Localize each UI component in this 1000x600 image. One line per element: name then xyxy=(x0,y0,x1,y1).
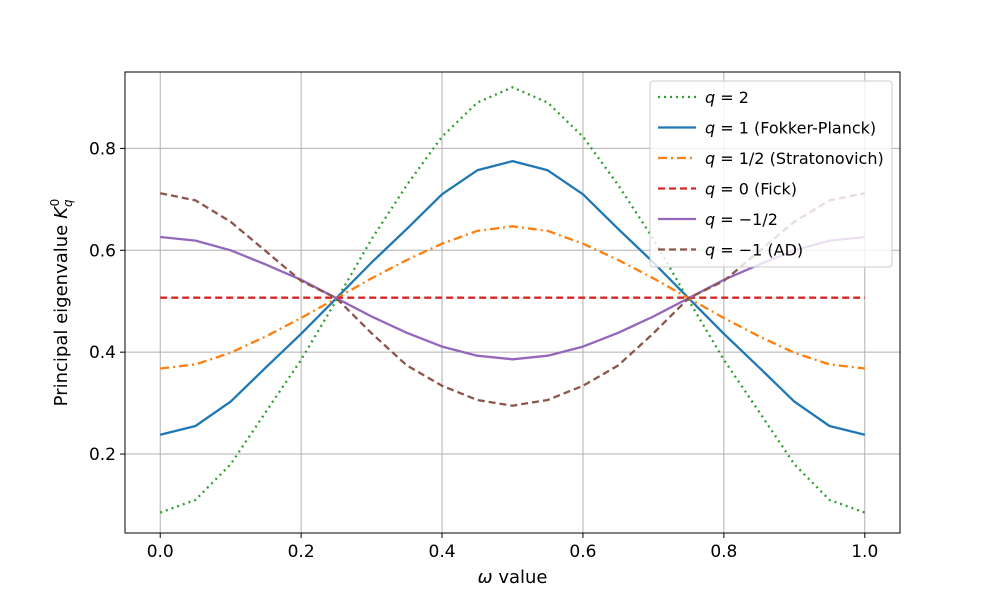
ticks: 0.0 0.2 0.4 0.6 0.8 1.0 0.2 0.4 0.6 0.8 xyxy=(89,139,878,562)
legend-label-1: q = 2 xyxy=(705,88,749,107)
x-axis-label-text: value xyxy=(493,567,548,588)
legend-box xyxy=(649,80,893,268)
y-axis-label: Principal eigenvalue Kq0 xyxy=(48,199,75,407)
y-tick-label: 0.4 xyxy=(89,343,116,363)
axes-frame xyxy=(124,71,901,534)
x-tick-label: 0.8 xyxy=(710,542,737,562)
legend-label-2: q = 1 (Fokker-Planck) xyxy=(705,119,876,138)
series-line-5 xyxy=(160,235,865,361)
series-line-1 xyxy=(159,86,866,514)
legend-label-3: q = 1/2 (Stratonovich) xyxy=(705,149,884,168)
x-tick-label: 0.0 xyxy=(147,542,174,562)
x-axis-label: ω value xyxy=(478,567,548,588)
series-layer xyxy=(159,86,866,514)
x-tick-label: 0.2 xyxy=(288,542,315,562)
y-axis-label-superscript: 0 xyxy=(48,199,62,207)
x-tick-label: 0.6 xyxy=(569,542,596,562)
y-axis-label-subscript: q xyxy=(61,199,75,207)
y-tick-label: 0.2 xyxy=(89,445,116,465)
x-tick-label: 0.4 xyxy=(429,542,456,562)
legend-label-6: q = −1 (AD) xyxy=(705,241,803,260)
series-line-6 xyxy=(159,192,866,407)
legend-label-4: q = 0 (Fick) xyxy=(705,180,797,199)
series-line-2 xyxy=(159,159,866,436)
y-axis-label-symbol: K xyxy=(51,206,72,219)
y-axis-label-text: Principal eigenvalue xyxy=(51,225,72,407)
y-tick-label: 0.6 xyxy=(89,241,116,261)
x-tick-label: 1.0 xyxy=(851,542,878,562)
y-tick-label: 0.8 xyxy=(89,139,116,159)
series-line-3 xyxy=(160,225,865,370)
legend-label-5: q = −1/2 xyxy=(705,210,778,229)
legend: q = 2 q = 1 (Fokker-Planck) q = 1/2 (Strat… xyxy=(649,80,893,268)
